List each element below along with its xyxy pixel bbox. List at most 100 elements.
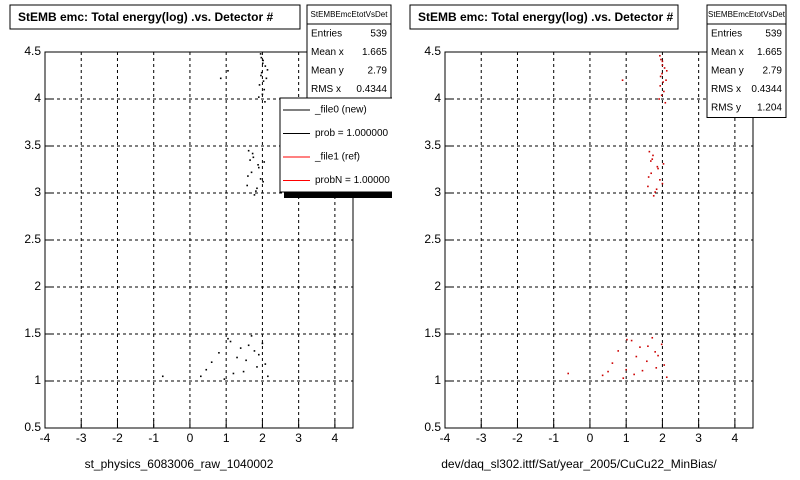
point: [625, 368, 627, 371]
x-tick-label: 3: [695, 431, 702, 445]
point: [259, 53, 262, 55]
y-tick-label: 3.5: [24, 138, 41, 152]
point: [657, 167, 659, 170]
x-tick-label: 1: [223, 431, 230, 445]
x-axis-label: dev/daq_sl302.ittf/Sat/year_2005/CuCu22_…: [441, 457, 717, 471]
stats-label: Mean y: [311, 66, 344, 77]
point: [262, 80, 265, 82]
point: [210, 361, 213, 363]
y-tick-label: 3: [434, 185, 441, 199]
point: [611, 362, 614, 364]
y-tick-label: 4.5: [424, 44, 441, 58]
x-tick-label: 4: [332, 431, 339, 445]
point: [232, 372, 235, 375]
point: [266, 69, 269, 71]
point: [639, 346, 641, 348]
x-tick-label: -3: [76, 431, 87, 445]
stats-value: 1.665: [362, 47, 387, 58]
y-tick-label: 1: [434, 373, 441, 387]
point: [267, 375, 269, 378]
point: [601, 374, 604, 377]
point: [236, 356, 238, 359]
point: [253, 194, 256, 196]
point: [246, 184, 248, 187]
y-tick-label: 1: [34, 373, 41, 387]
point: [665, 376, 668, 379]
point: [250, 335, 253, 337]
stats-label: RMS y: [711, 103, 741, 114]
stats-box: [306, 4, 392, 100]
point: [219, 77, 222, 80]
point: [662, 163, 665, 165]
point: [650, 172, 652, 175]
point: [664, 101, 667, 104]
chart-title: StEMB emc: Total energy(log) .vs. Detect…: [418, 10, 673, 24]
point: [250, 171, 253, 174]
stats-value: 2.79: [763, 66, 783, 77]
y-tick-label: 3.5: [424, 138, 441, 152]
stats-value: 0.4344: [751, 84, 782, 95]
stats-value: 1.665: [757, 47, 782, 58]
point: [661, 72, 663, 75]
legend-label: _file0 (new): [314, 105, 367, 116]
point: [659, 54, 661, 57]
point: [647, 176, 650, 178]
point: [622, 377, 625, 379]
legend-label: probN = 1.00000: [315, 175, 390, 186]
frame: [444, 51, 754, 429]
point: [256, 366, 258, 368]
stats-label: RMS x: [311, 84, 341, 95]
point: [247, 149, 250, 152]
point: [658, 98, 660, 100]
point: [245, 359, 247, 362]
stats-name: StEMBEmcEtotVsDet: [708, 10, 786, 19]
y-tick-label: 1.5: [424, 326, 441, 340]
chart-title: StEMB emc: Total energy(log) .vs. Detect…: [18, 10, 273, 24]
point: [661, 182, 664, 185]
point: [259, 178, 262, 180]
point: [647, 345, 649, 348]
stats-label: Entries: [311, 29, 342, 40]
point: [635, 355, 638, 358]
point: [633, 373, 635, 376]
stats-label: Mean x: [711, 47, 744, 58]
pad: -4 -3 -2 -1 0 1 2 3 4 0.5 1 1.5 2 2.5 3 3.5 4 4.5 dev/daq_…: [409, 4, 787, 471]
point: [257, 96, 260, 98]
point: [659, 179, 661, 181]
point: [252, 156, 255, 159]
point: [663, 90, 665, 93]
point: [249, 159, 251, 161]
point: [621, 79, 624, 81]
point: [661, 60, 664, 63]
point: [227, 337, 229, 340]
stats-name: StEMBEmcEtotVsDet: [311, 10, 389, 19]
point: [648, 150, 651, 153]
y-tick-label: 2: [34, 279, 41, 293]
point: [258, 84, 261, 86]
point: [223, 378, 226, 380]
stats-value: 539: [765, 29, 782, 40]
point: [662, 81, 664, 83]
point: [264, 101, 266, 103]
point: [263, 161, 266, 163]
stats-value: 0.4344: [356, 84, 387, 95]
point: [641, 369, 644, 372]
point: [663, 67, 666, 69]
point: [247, 344, 250, 347]
x-tick-label: -3: [476, 431, 487, 445]
point: [260, 74, 262, 77]
point: [257, 166, 260, 169]
x-tick-label: 2: [259, 431, 266, 445]
point: [262, 59, 264, 62]
point: [205, 368, 208, 371]
point: [242, 370, 245, 373]
point: [264, 363, 267, 365]
x-tick-label: 4: [732, 431, 739, 445]
point: [567, 372, 569, 375]
point: [607, 370, 609, 373]
point: [652, 154, 654, 157]
y-tick-label: 0.5: [24, 420, 41, 434]
y-tick-label: 4: [34, 91, 41, 105]
point: [161, 375, 164, 378]
legend-label: prob = 1.000000: [315, 128, 389, 139]
